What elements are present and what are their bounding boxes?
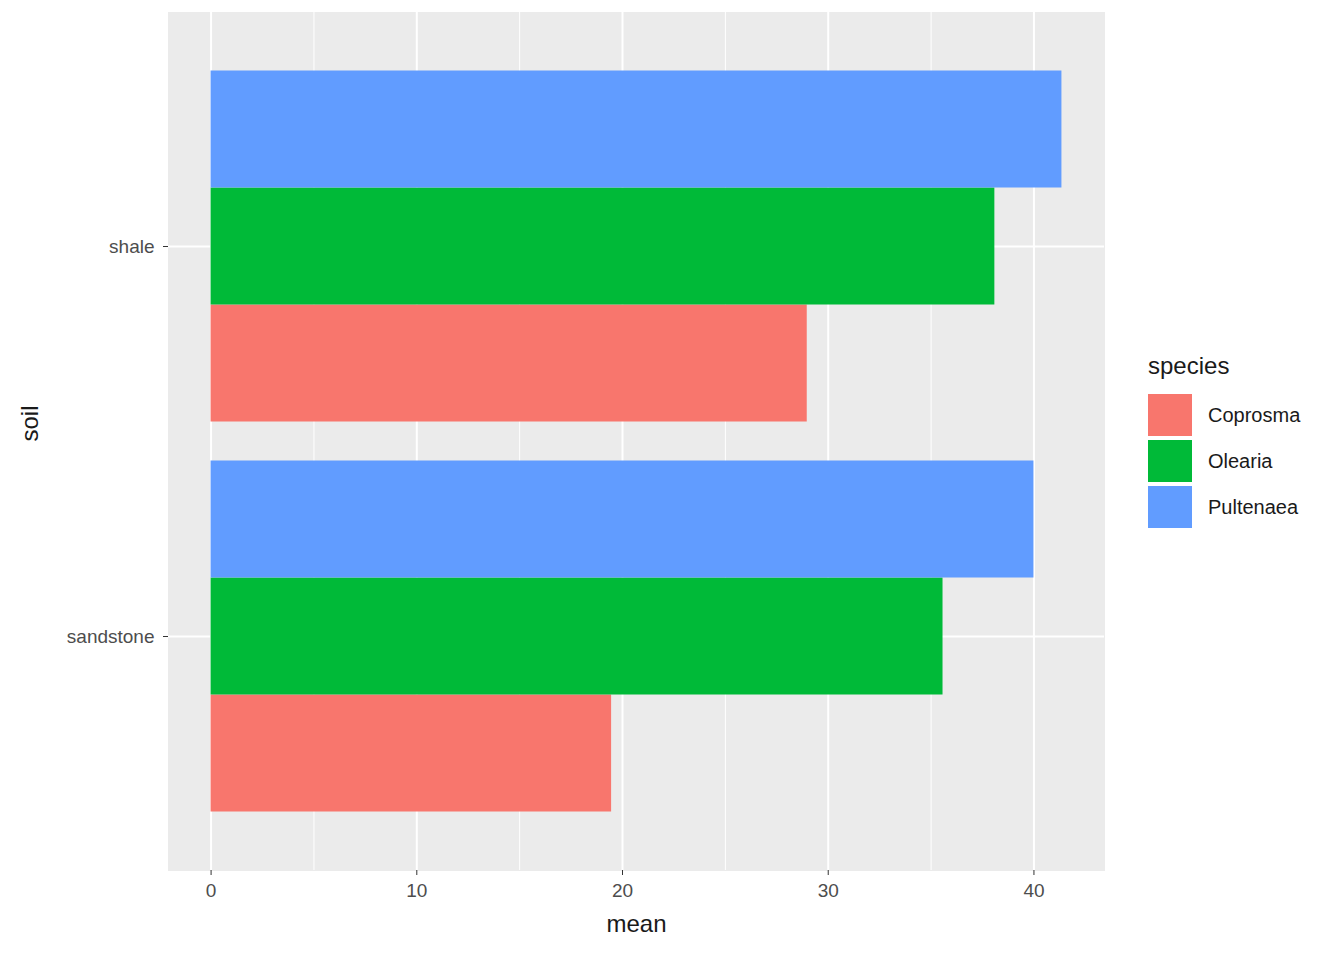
svg-text:mean: mean xyxy=(606,910,666,937)
svg-text:soil: soil xyxy=(16,405,43,441)
svg-text:10: 10 xyxy=(406,880,427,901)
svg-text:30: 30 xyxy=(818,880,839,901)
svg-text:sandstone: sandstone xyxy=(67,626,155,647)
html-text:Olearia: Olearia xyxy=(1208,449,1273,472)
svg-text:0: 0 xyxy=(206,880,217,901)
svg-text:shale: shale xyxy=(109,236,154,257)
svg-text:40: 40 xyxy=(1023,880,1044,901)
html-text:Coprosma: Coprosma xyxy=(1208,403,1301,426)
svg-text:20: 20 xyxy=(612,880,633,901)
html-text:Pultenaea: Pultenaea xyxy=(1208,495,1299,518)
html-text:species: species xyxy=(1148,352,1230,379)
